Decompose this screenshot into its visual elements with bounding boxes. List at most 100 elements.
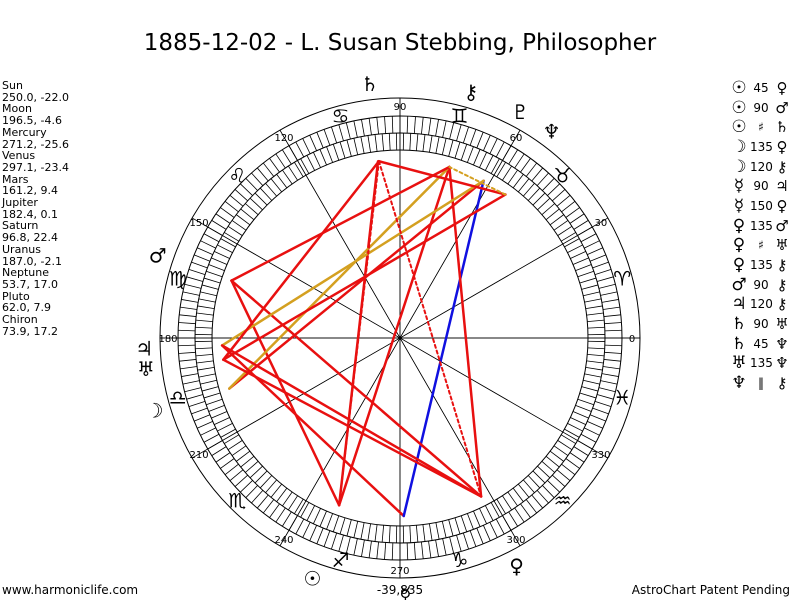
degree-tick — [254, 470, 268, 484]
degree-tick — [594, 400, 612, 407]
degree-tick — [569, 452, 585, 463]
degree-tick — [338, 534, 344, 552]
degree-tick — [211, 257, 228, 265]
degree-tick — [469, 530, 477, 547]
degree-tick — [251, 490, 264, 504]
planet-position: 187.0, -2.1 — [2, 254, 62, 268]
degree-tick — [587, 319, 605, 323]
degree-tick — [479, 152, 487, 168]
degree-tick — [587, 421, 603, 429]
degree-tick — [224, 201, 239, 213]
zodiac-sign-glyph: ♎ — [169, 386, 187, 410]
website-link[interactable]: www.harmoniclife.com — [2, 583, 139, 597]
degree-tick — [523, 183, 535, 197]
degree-tick — [254, 192, 268, 206]
aspect-angle: 150 — [750, 198, 773, 213]
aspect-line — [377, 160, 483, 498]
degree-tick — [376, 117, 379, 135]
aspect-angle: ♯ — [758, 238, 764, 253]
degree-tick — [180, 366, 198, 370]
degree-tick — [541, 461, 555, 473]
degree-tick — [353, 538, 358, 556]
degree-tick — [496, 498, 506, 514]
degree-tick — [191, 261, 208, 269]
aspect-planet-2: ♂ — [775, 98, 789, 117]
degree-tick — [589, 254, 606, 262]
degree-tick — [198, 298, 216, 303]
degree-tick — [557, 226, 573, 236]
degree-tick — [564, 428, 580, 438]
degree-tick — [601, 373, 619, 377]
degree-tick — [466, 146, 474, 163]
degree-tick — [184, 283, 202, 289]
degree-tick — [421, 541, 424, 559]
degree-tick — [435, 119, 439, 137]
degree-tick — [269, 158, 280, 173]
aspect-planet-1: ☿ — [733, 195, 745, 216]
degree-tick — [198, 373, 216, 378]
degree-tick — [316, 132, 324, 149]
degree-tick — [331, 532, 338, 550]
degree-tick — [587, 353, 605, 357]
degree-tick — [575, 404, 592, 412]
aspect-planet-2: ♅ — [775, 236, 789, 255]
degree-tick — [353, 521, 359, 538]
degree-label: 270 — [390, 566, 409, 577]
aspect-planet-2: ♆ — [775, 354, 789, 373]
degree-tick — [531, 167, 544, 182]
degree-tick — [536, 490, 549, 504]
planet-position: 196.5, -4.6 — [2, 114, 62, 128]
planet-position: 96.8, 22.4 — [2, 231, 58, 245]
degree-tick — [345, 122, 351, 140]
degree-tick — [288, 495, 298, 511]
aspect-angle: 90 — [753, 317, 769, 332]
degree-label: 210 — [190, 450, 209, 461]
zodiac-sign-glyph: ♍ — [169, 266, 187, 290]
degree-tick — [449, 536, 455, 554]
aspect-planet-2: ⚷ — [776, 157, 788, 176]
degree-tick — [567, 244, 583, 254]
degree-tick — [249, 197, 263, 211]
degree-tick — [319, 510, 327, 527]
degree-tick — [587, 347, 605, 350]
degree-tick — [604, 329, 622, 332]
degree-tick — [454, 517, 461, 535]
degree-tick — [197, 421, 213, 429]
degree-tick — [302, 138, 311, 154]
aspect-row: ☉ 90 ♂ — [728, 98, 792, 118]
degree-tick — [508, 511, 518, 527]
degree-tick — [413, 116, 416, 134]
degree-tick — [220, 238, 236, 248]
planet-name: Pluto — [2, 289, 30, 303]
aspect-planet-1: ♃ — [731, 294, 747, 315]
degree-tick — [406, 116, 409, 134]
aspect-planet-1: ♀ — [732, 215, 746, 236]
degree-tick — [428, 540, 432, 558]
degree-tick — [547, 480, 560, 493]
aspect-row: ♄ 90 ♅ — [728, 314, 792, 334]
planet-glyph: ☉ — [303, 567, 321, 591]
degree-tick — [553, 445, 569, 456]
degree-tick — [180, 306, 198, 310]
aspect-line — [220, 344, 483, 498]
degree-tick — [527, 475, 541, 489]
degree-label: 30 — [595, 218, 608, 229]
degree-tick — [227, 226, 243, 236]
degree-tick — [490, 502, 500, 518]
degree-tick — [586, 360, 604, 364]
degree-tick — [282, 491, 293, 507]
aspect-planet-1: ♆ — [731, 373, 747, 394]
degree-tick — [415, 525, 419, 543]
degree-tick — [391, 116, 394, 134]
degree-tick — [302, 522, 311, 538]
planet-name: Mercury — [2, 125, 47, 139]
aspect-planet-1: ☉ — [731, 77, 747, 98]
degree-tick — [215, 452, 231, 463]
degree-tick — [282, 169, 293, 185]
degree-tick — [381, 525, 385, 543]
aspect-planet-1: ♄ — [731, 314, 747, 335]
degree-tick — [527, 187, 541, 201]
degree-tick — [240, 480, 253, 493]
degree-tick — [561, 463, 576, 475]
degree-tick — [556, 194, 571, 207]
